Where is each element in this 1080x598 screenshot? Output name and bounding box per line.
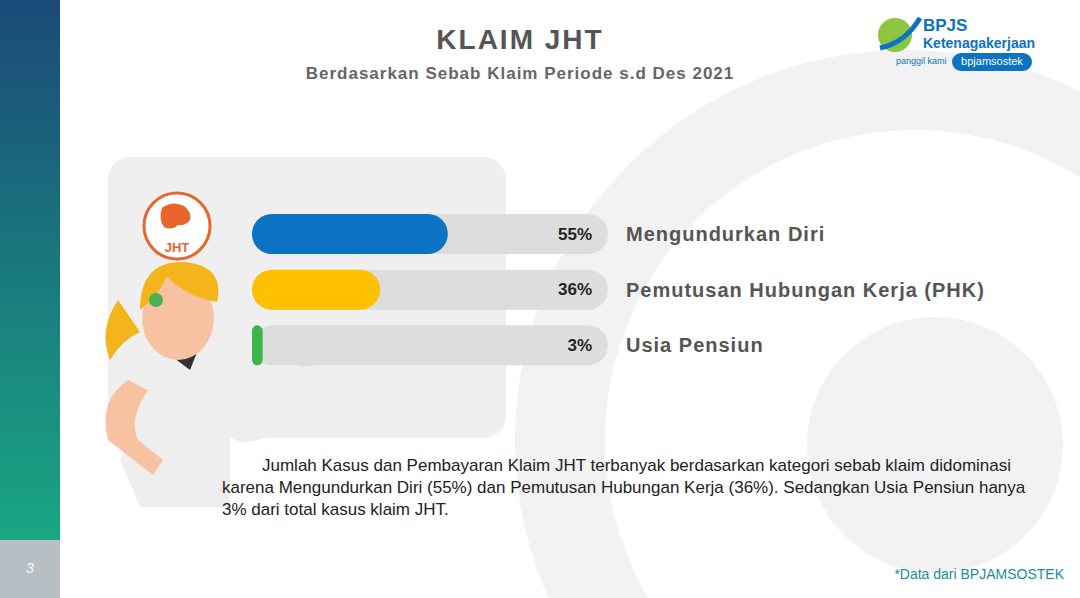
html-text:3: 3 xyxy=(26,560,34,576)
html-text:*Data dari BPJAMSOSTEK: *Data dari BPJAMSOSTEK xyxy=(894,566,1064,582)
html-text:panggil kami: panggil kami xyxy=(896,56,947,66)
svg-text:Mengundurkan Diri: Mengundurkan Diri xyxy=(626,223,825,245)
html-text:Ketenagakerjaan: Ketenagakerjaan xyxy=(923,35,1036,51)
svg-text:55%: 55% xyxy=(558,225,592,244)
html-text:Berdasarkan Sebab Klaim Period: Berdasarkan Sebab Klaim Periode s.d Des … xyxy=(305,64,735,83)
html-text:JHT: JHT xyxy=(164,240,190,255)
svg-text:Usia Pensiun: Usia Pensiun xyxy=(626,334,764,356)
html-text:BPJS: BPJS xyxy=(923,16,968,35)
svg-text:3%: 3% xyxy=(567,336,592,355)
html-text:Jumlah Kasus dan Pembayaran Kl: Jumlah Kasus dan Pembayaran Klaim JHT te… xyxy=(222,456,1026,519)
html-text:bpjamsostek: bpjamsostek xyxy=(961,55,1023,67)
html-text:KLAIM JHT: KLAIM JHT xyxy=(436,24,604,55)
svg-text:36%: 36% xyxy=(558,280,592,299)
svg-text:Pemutusan Hubungan Kerja (PHK): Pemutusan Hubungan Kerja (PHK) xyxy=(626,279,985,301)
